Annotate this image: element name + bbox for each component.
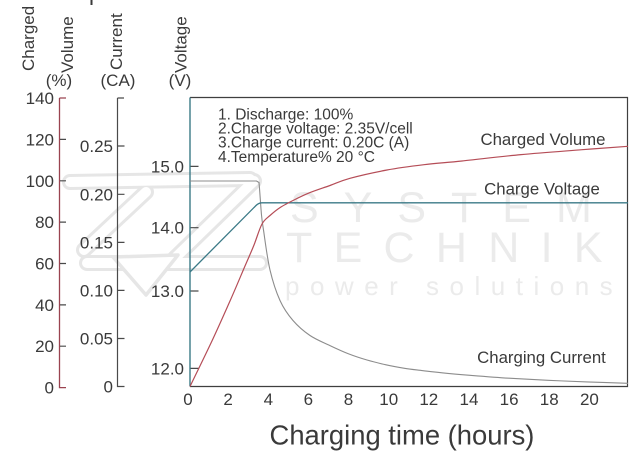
svg-text:80: 80 — [35, 213, 54, 232]
svg-text:0.25: 0.25 — [80, 137, 113, 156]
svg-text:15.0: 15.0 — [151, 157, 184, 176]
svg-text:Current: Current — [107, 13, 126, 70]
svg-text:4.Temperature% 20 °C: 4.Temperature% 20 °C — [218, 149, 375, 166]
svg-text:Charge Voltage: Charge Voltage — [484, 180, 600, 199]
svg-text:Charging time (hours): Charging time (hours) — [270, 420, 535, 451]
svg-text:Volume: Volume — [58, 16, 77, 73]
svg-text:2: 2 — [223, 390, 232, 409]
svg-text:12: 12 — [419, 390, 438, 409]
svg-text:Charged: Charged — [19, 6, 38, 71]
svg-text:(%): (%) — [46, 71, 72, 90]
svg-text:power solutions: power solutions — [285, 271, 623, 301]
svg-text:0.15: 0.15 — [80, 233, 113, 252]
svg-text:Voltage: Voltage — [172, 16, 191, 73]
svg-text:(CA): (CA) — [101, 71, 136, 90]
svg-text:Charging Current: Charging Current — [477, 348, 606, 367]
svg-text:0.05: 0.05 — [80, 330, 113, 349]
svg-text:0: 0 — [104, 378, 113, 397]
svg-text:0: 0 — [183, 390, 192, 409]
svg-text:8: 8 — [344, 390, 353, 409]
svg-text:4: 4 — [264, 390, 273, 409]
svg-text:0.20: 0.20 — [80, 185, 113, 204]
svg-text:14.0: 14.0 — [151, 219, 184, 238]
svg-text:0: 0 — [45, 379, 54, 398]
svg-text:12.0: 12.0 — [151, 359, 184, 378]
svg-text:SYSTEM: SYSTEM — [290, 184, 617, 232]
svg-text:6: 6 — [304, 390, 313, 409]
svg-text:10: 10 — [379, 390, 398, 409]
svg-text:2.Charge voltage: 2.35V/cell: 2.Charge voltage: 2.35V/cell — [218, 121, 413, 138]
svg-text:16: 16 — [500, 390, 519, 409]
svg-text:140: 140 — [26, 89, 54, 108]
svg-text:TECHNIK: TECHNIK — [286, 224, 624, 272]
svg-text:1. Discharge: 100%: 1. Discharge: 100% — [218, 106, 353, 123]
svg-text:100: 100 — [26, 172, 54, 191]
svg-text:Charged Volume: Charged Volume — [480, 130, 605, 149]
svg-text:40: 40 — [35, 296, 54, 315]
svg-text:3.Charge current: 0.20C (A): 3.Charge current: 0.20C (A) — [218, 135, 409, 152]
svg-text:20: 20 — [35, 337, 54, 356]
svg-text:14: 14 — [460, 390, 479, 409]
svg-text:18: 18 — [540, 390, 559, 409]
svg-text:13.0: 13.0 — [151, 282, 184, 301]
svg-text:20: 20 — [580, 390, 599, 409]
svg-text:(V): (V) — [169, 71, 192, 90]
svg-text:60: 60 — [35, 255, 54, 274]
svg-text:0.10: 0.10 — [80, 281, 113, 300]
svg-text:120: 120 — [26, 130, 54, 149]
